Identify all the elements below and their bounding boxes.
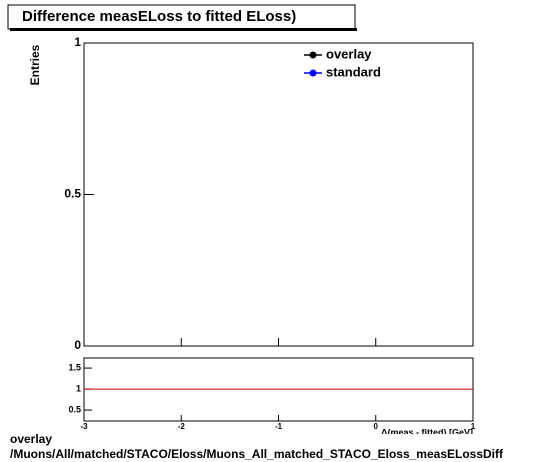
y-tick-label: 0.5: [64, 187, 81, 201]
title-shadow: [10, 28, 357, 31]
x-tick-label: 0: [374, 422, 379, 431]
ratio-y-tick-label: 1.5: [68, 362, 81, 372]
x-tick-label: 1: [471, 422, 476, 431]
title-box: [7, 4, 356, 30]
y-axis-label: Entries: [28, 44, 42, 85]
plot-frame: [83, 42, 474, 347]
x-tick-label: -3: [80, 422, 88, 431]
x-tick-label: -2: [178, 422, 186, 431]
legend-marker: [309, 51, 317, 59]
ratio-y-tick-label: 1: [76, 383, 81, 393]
legend-label: overlay: [326, 46, 372, 61]
x-label-clip: Δ(meas - fitted) [GeV]: [381, 427, 473, 437]
y-tick-label: 0: [74, 338, 81, 352]
ratio-y-tick-label: 0.5: [68, 404, 81, 414]
legend-label: standard: [326, 64, 381, 79]
footer-line2: /Muons/All/matched/STACO/Eloss/Muons_All…: [10, 447, 504, 461]
legend-marker: [309, 69, 317, 77]
y-tick-label: 1: [74, 35, 81, 49]
x-axis-label: Δ(meas - fitted) [GeV]: [381, 427, 473, 437]
chart-title: Difference measELoss to fitted ELoss): [22, 8, 296, 25]
footer-line1: overlay: [10, 432, 52, 446]
x-tick-label: -1: [275, 422, 283, 431]
